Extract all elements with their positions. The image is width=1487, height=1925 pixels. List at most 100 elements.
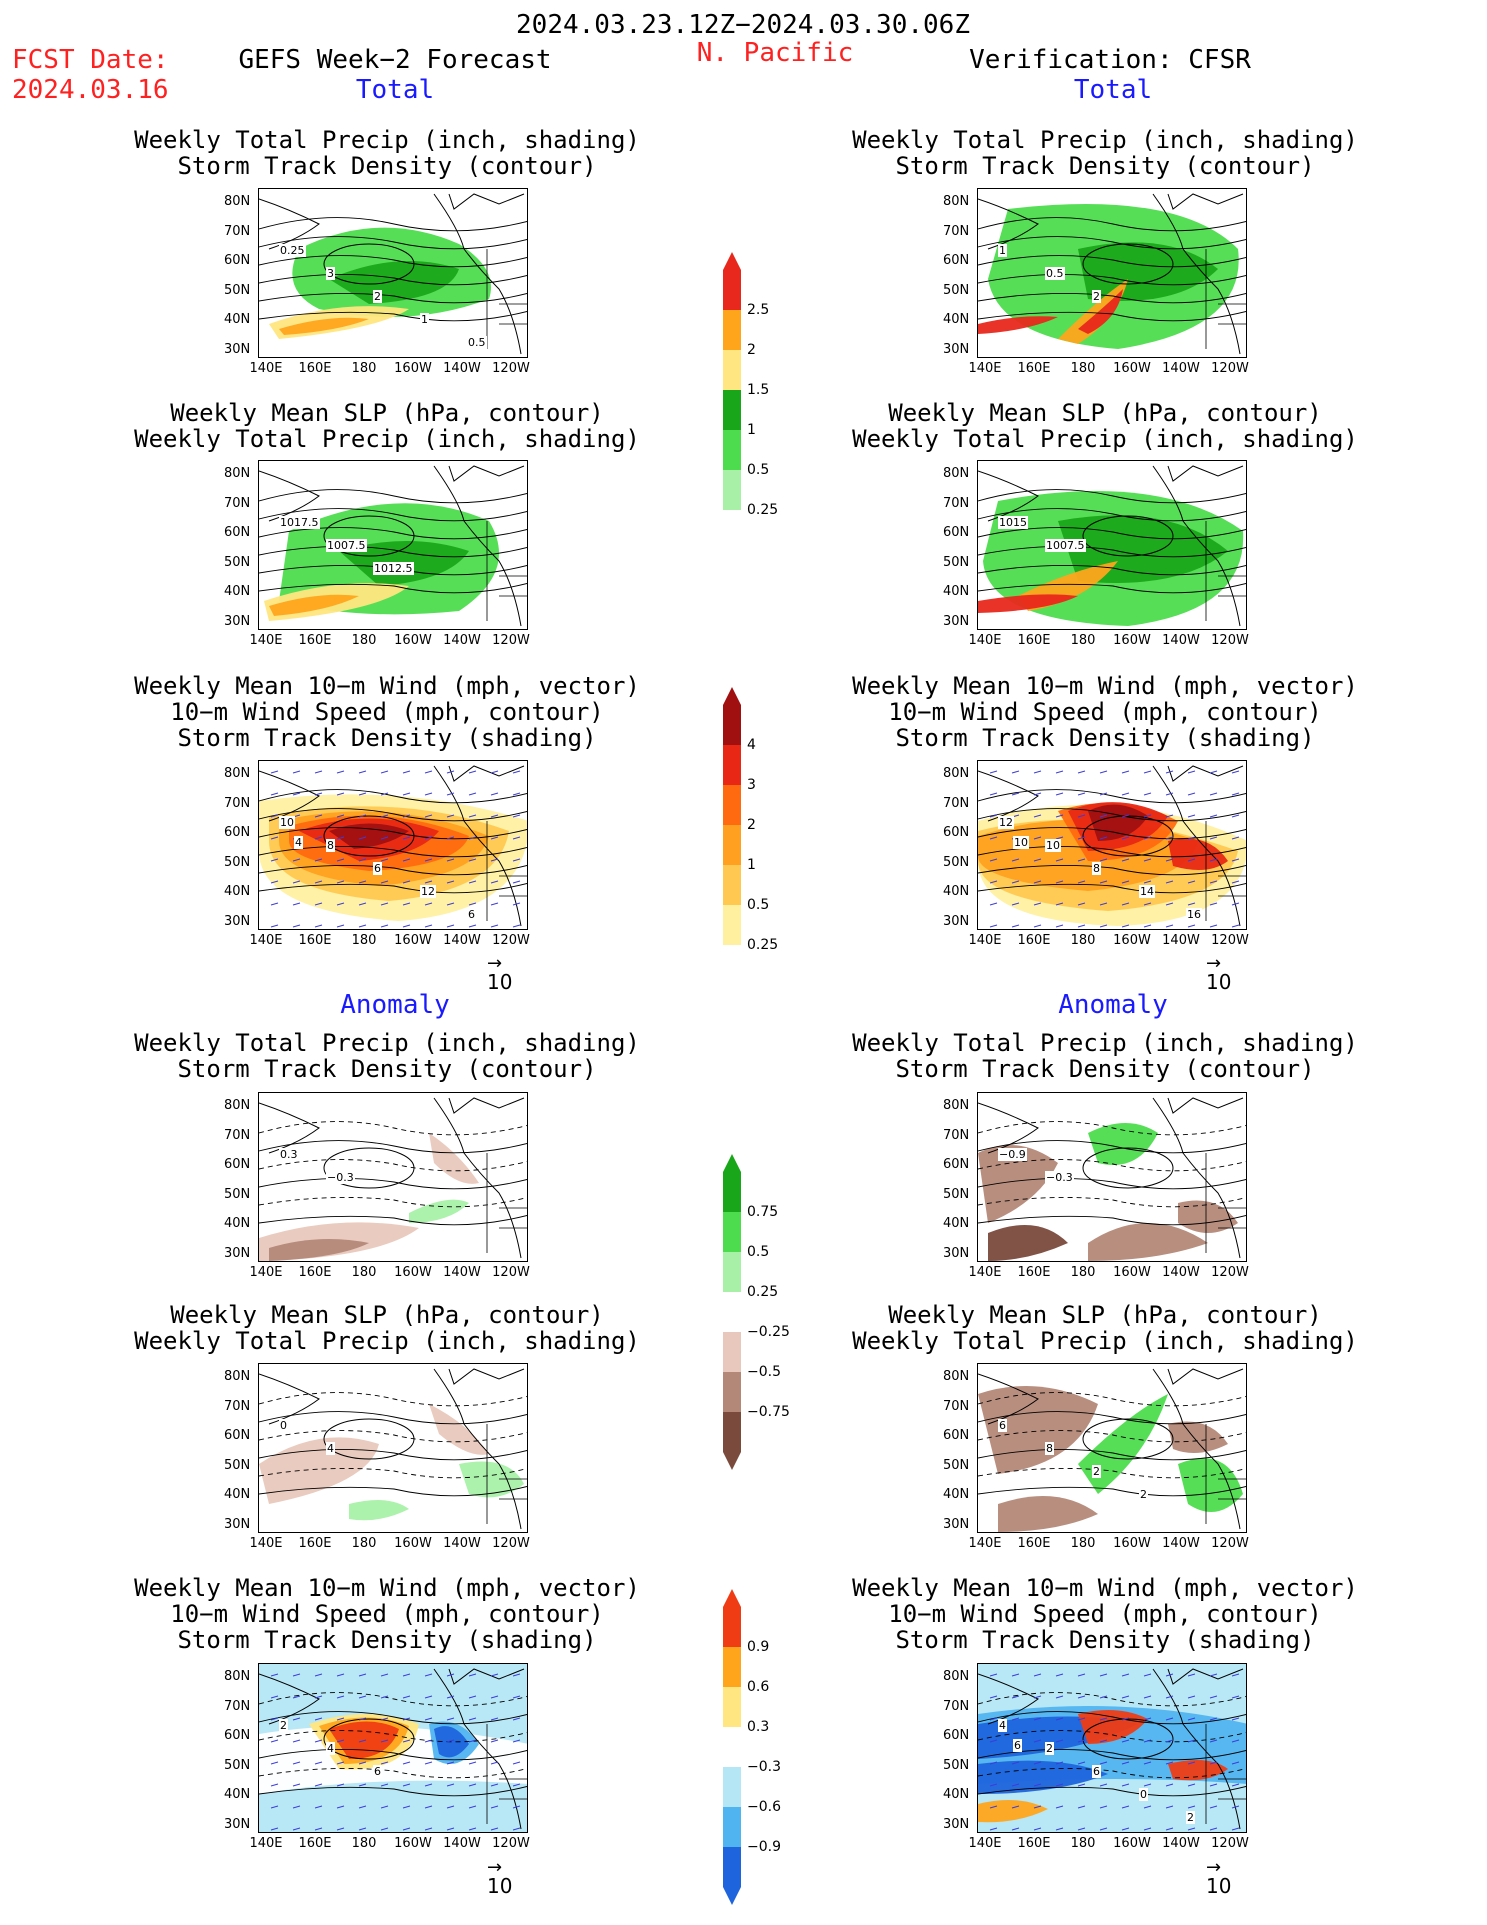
contour-label: 2 <box>1092 290 1101 303</box>
wind-vector <box>270 880 279 884</box>
contour-label: 0.5 <box>467 336 487 349</box>
wind-vector <box>292 1673 301 1677</box>
contour-line <box>259 311 527 322</box>
wind-vector <box>1209 814 1218 818</box>
wind-vector <box>358 880 367 884</box>
wind-vector <box>512 924 521 928</box>
wind-vector <box>424 792 433 796</box>
coastline <box>448 193 525 210</box>
contour-line <box>259 236 527 250</box>
colorbar-segment <box>723 350 741 390</box>
map-panel-r6-left: 2 4 6 <box>258 1663 528 1833</box>
wind-vector <box>1143 814 1152 818</box>
contour-line <box>978 527 1246 540</box>
panel-title: Weekly Mean 10−m Wind (mph, vector) <box>852 672 1358 700</box>
wind-vector <box>989 1761 998 1765</box>
wind-vector <box>402 902 411 906</box>
panel-title: Storm Track Density (shading) <box>177 724 597 752</box>
x-tick-label: 160E <box>1017 933 1051 948</box>
wind-vector <box>402 814 411 818</box>
x-tick-label: 160E <box>298 1536 332 1551</box>
wind-vector <box>1187 1827 1196 1831</box>
wind-vector <box>1099 880 1108 884</box>
wind-vector <box>1099 1717 1108 1721</box>
contour-label: 6 <box>467 908 476 921</box>
contour-label: 3 <box>326 267 335 280</box>
wind-vector <box>989 1695 998 1699</box>
wind-vector <box>1231 1717 1240 1721</box>
contour-line <box>259 1486 527 1497</box>
contour-label: 2 <box>1092 1465 1101 1478</box>
wind-vector <box>1055 1739 1064 1743</box>
wind-vector <box>446 770 455 774</box>
x-tick-label: 160W <box>1113 361 1151 376</box>
wind-vector <box>292 1739 301 1743</box>
contour-line <box>978 827 1246 840</box>
wind-vector <box>446 1695 455 1699</box>
y-tick-label: 30N <box>943 341 970 357</box>
coastline <box>433 193 522 355</box>
x-tick-label: 120W <box>492 1265 530 1280</box>
y-tick-label: 50N <box>224 1457 251 1473</box>
contour-label: 1 <box>420 313 429 326</box>
wind-vector <box>1011 792 1020 796</box>
coastline <box>1152 1668 1241 1830</box>
x-tick-label: 140E <box>968 1265 1002 1280</box>
colorbar-label: 1 <box>747 857 756 873</box>
wind-vector <box>314 836 323 840</box>
wind-vector <box>424 1739 433 1743</box>
wind-vector <box>292 770 301 774</box>
x-tick-label: 160W <box>1113 1265 1151 1280</box>
contour-label: 6 <box>373 862 382 875</box>
wind-vector <box>424 1717 433 1721</box>
coastline <box>1167 465 1244 482</box>
wind-vector <box>1165 902 1174 906</box>
wind-vector <box>1143 1695 1152 1699</box>
contour-line <box>978 1767 1246 1779</box>
wind-vector <box>1011 1695 1020 1699</box>
y-tick-label: 80N <box>943 466 970 481</box>
wind-vector <box>1143 858 1152 862</box>
wind-vector <box>446 836 455 840</box>
y-tick-label: 50N <box>943 1457 970 1473</box>
y-tick-label: 40N <box>943 312 970 327</box>
wind-vector <box>1033 1739 1042 1743</box>
wind-vector <box>1165 880 1174 884</box>
wind-vector <box>989 1717 998 1721</box>
contour-label: 4 <box>326 1742 335 1755</box>
boundary-lines <box>1205 521 1246 621</box>
wind-vector <box>1055 880 1064 884</box>
panel-title: 10−m Wind Speed (mph, contour) <box>888 1600 1322 1628</box>
colorbar-bottom-triangle <box>723 510 741 528</box>
wind-vector <box>292 880 301 884</box>
wind-vector <box>446 1739 455 1743</box>
coastline <box>1167 1097 1244 1114</box>
shading-region <box>978 1760 1108 1794</box>
shading-region <box>1178 1458 1243 1512</box>
wind-vector <box>468 880 477 884</box>
shading-region <box>269 1239 369 1261</box>
contour-line <box>259 827 527 840</box>
wind-vector <box>1121 1805 1130 1809</box>
section-anomaly-right: Anomaly <box>1058 990 1168 1020</box>
contour-line <box>978 1178 1246 1190</box>
x-tick-label: 160W <box>1113 1836 1151 1851</box>
y-tick-label: 60N <box>943 253 970 268</box>
shading-region <box>269 594 359 616</box>
wind-vector <box>336 902 345 906</box>
contour-label: 12 <box>420 885 436 898</box>
shading-region <box>1178 1200 1238 1233</box>
wind-vector <box>402 1673 411 1677</box>
wind-vector <box>446 858 455 862</box>
wind-vector <box>270 1695 279 1699</box>
wind-vector <box>1033 792 1042 796</box>
contour-label: 12 <box>998 816 1014 829</box>
wind-vector <box>989 814 998 818</box>
panel-title: 10−m Wind Speed (mph, contour) <box>170 1600 604 1628</box>
region-label: N. Pacific <box>696 38 854 68</box>
y-tick-label: 30N <box>224 1816 251 1832</box>
wind-vector <box>1121 770 1130 774</box>
contour-label: 0.5 <box>1045 267 1065 280</box>
coastline <box>433 1668 522 1830</box>
